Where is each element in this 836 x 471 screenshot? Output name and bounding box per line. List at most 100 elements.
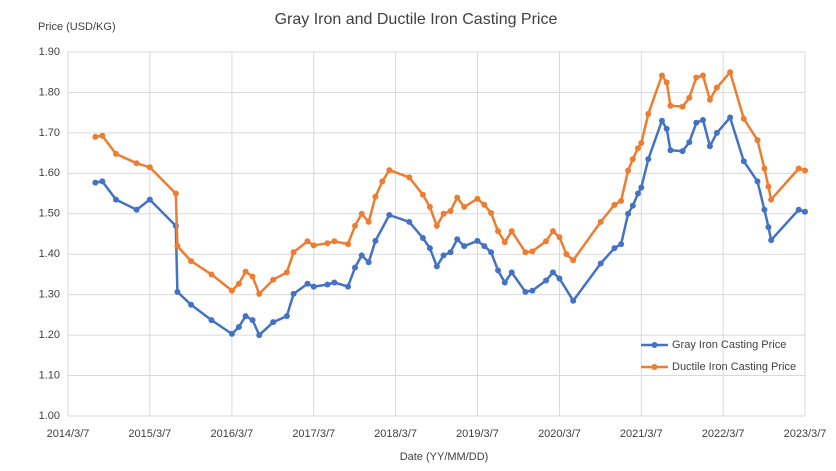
data-point xyxy=(331,279,338,286)
data-point xyxy=(638,140,645,146)
y-axis-label: Price (USD/KG) xyxy=(38,21,116,33)
data-point xyxy=(501,279,508,286)
data-point xyxy=(474,195,481,202)
legend-marker xyxy=(651,342,658,348)
y-tick-label: 1.50 xyxy=(39,208,60,220)
data-point xyxy=(754,137,761,144)
y-tick-label: 1.70 xyxy=(39,127,60,139)
y-tick-label: 1.20 xyxy=(39,329,60,341)
data-point xyxy=(679,103,686,110)
data-point xyxy=(634,190,641,197)
data-point xyxy=(556,234,563,241)
data-point xyxy=(235,324,242,331)
data-point xyxy=(174,288,181,295)
data-point xyxy=(433,263,440,270)
data-point xyxy=(618,197,625,204)
data-point xyxy=(112,196,119,203)
data-point xyxy=(754,178,761,185)
data-point xyxy=(426,203,433,210)
x-tick-label: 2019/3/7 xyxy=(456,428,499,440)
data-point xyxy=(133,206,140,213)
data-point xyxy=(634,145,641,152)
data-point xyxy=(235,280,242,287)
data-point xyxy=(556,275,563,282)
data-point xyxy=(699,116,706,123)
data-point xyxy=(188,258,195,265)
data-point xyxy=(549,228,556,235)
data-point xyxy=(345,283,352,290)
data-point xyxy=(508,228,515,235)
data-point xyxy=(447,249,454,256)
data-point xyxy=(597,218,604,225)
data-point xyxy=(365,218,372,225)
data-point xyxy=(433,222,440,229)
data-point xyxy=(133,160,140,167)
data-point xyxy=(379,178,386,185)
data-point xyxy=(529,287,536,294)
data-point xyxy=(310,283,317,290)
data-point xyxy=(461,243,468,250)
data-point xyxy=(495,228,502,235)
data-point xyxy=(645,156,652,163)
legend-marker xyxy=(651,364,658,370)
data-point xyxy=(765,183,772,190)
data-point xyxy=(331,238,338,245)
data-point xyxy=(740,115,747,122)
data-point xyxy=(618,241,625,248)
data-point xyxy=(174,243,181,250)
data-point xyxy=(570,257,577,264)
data-point xyxy=(501,239,508,246)
data-point xyxy=(625,210,632,217)
data-point xyxy=(495,267,502,274)
y-tick-label: 1.90 xyxy=(39,46,60,58)
data-point xyxy=(440,210,447,217)
data-point xyxy=(249,317,256,324)
data-point xyxy=(461,203,468,210)
data-point xyxy=(92,179,99,186)
data-point xyxy=(543,238,550,245)
data-point xyxy=(256,290,263,297)
data-point xyxy=(228,287,235,294)
data-point xyxy=(522,288,529,295)
data-point xyxy=(570,297,577,304)
line-series xyxy=(95,70,806,296)
data-point xyxy=(228,330,235,337)
data-point xyxy=(256,332,263,339)
data-point xyxy=(242,313,249,320)
data-point xyxy=(372,237,379,244)
data-point xyxy=(761,206,768,213)
data-point xyxy=(549,269,556,276)
data-point xyxy=(488,249,495,256)
data-point xyxy=(795,206,802,213)
data-point xyxy=(658,72,665,79)
x-tick-label: 2015/3/7 xyxy=(128,428,171,440)
data-point xyxy=(283,269,290,276)
data-point xyxy=(658,117,665,124)
data-point xyxy=(663,125,670,132)
data-point xyxy=(208,317,215,324)
x-tick-label: 2021/3/7 xyxy=(620,428,663,440)
data-point xyxy=(765,224,772,231)
data-point xyxy=(768,196,775,203)
data-point xyxy=(727,114,734,121)
data-point xyxy=(304,238,311,245)
data-point xyxy=(529,248,536,255)
y-tick-label: 1.00 xyxy=(39,410,60,422)
data-point xyxy=(112,150,119,157)
data-point xyxy=(802,167,808,174)
data-point xyxy=(283,313,290,320)
line-series xyxy=(95,116,806,337)
data-point xyxy=(679,148,686,155)
x-tick-label: 2014/3/7 xyxy=(47,428,90,440)
data-point xyxy=(290,290,297,297)
data-point xyxy=(713,129,720,136)
data-point xyxy=(768,237,775,244)
y-tick-label: 1.60 xyxy=(39,167,60,179)
y-tick-label: 1.10 xyxy=(39,369,60,381)
data-point xyxy=(454,236,461,243)
data-point xyxy=(543,277,550,284)
data-point xyxy=(324,240,331,247)
data-point xyxy=(146,164,153,171)
x-tick-label: 2022/3/7 xyxy=(702,428,745,440)
